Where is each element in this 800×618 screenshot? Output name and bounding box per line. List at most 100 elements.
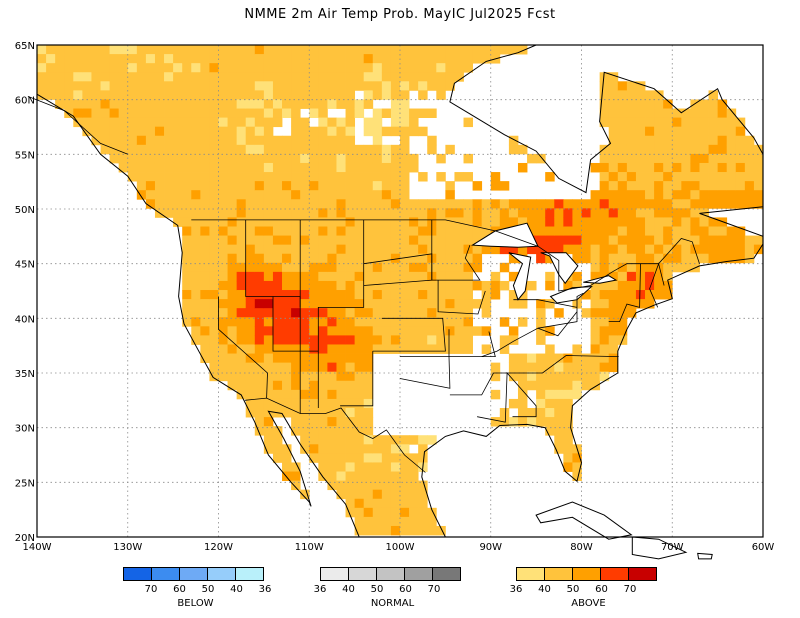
probability-cell <box>672 253 682 264</box>
probability-cell <box>282 280 292 291</box>
probability-cell <box>254 144 265 155</box>
probability-cell <box>209 190 219 200</box>
probability-cell <box>309 190 319 200</box>
probability-cell <box>191 299 201 309</box>
probability-cell <box>726 117 737 128</box>
probability-cell <box>681 153 691 164</box>
probability-cell <box>663 181 673 191</box>
probability-cell <box>554 380 564 391</box>
probability-cell <box>409 63 419 73</box>
political-border <box>437 280 486 315</box>
probability-cell <box>481 45 492 55</box>
probability-cell <box>645 153 655 164</box>
probability-cell <box>327 344 337 354</box>
probability-cell <box>345 81 356 91</box>
probability-cell <box>672 199 682 209</box>
probability-cell <box>626 81 637 91</box>
probability-cell <box>300 408 310 418</box>
probability-cell <box>617 90 628 100</box>
probability-cell <box>200 117 210 128</box>
probability-cell <box>354 290 365 300</box>
probability-cell <box>654 280 664 291</box>
probability-cell <box>608 126 619 137</box>
probability-cell <box>164 99 174 109</box>
political-border <box>449 355 619 396</box>
probability-cell <box>463 299 473 309</box>
probability-cell <box>218 81 228 91</box>
legend-below-swatch <box>235 567 264 581</box>
probability-cell <box>626 126 637 137</box>
probability-cell <box>318 308 328 318</box>
probability-cell <box>91 63 101 73</box>
probability-cell <box>726 235 737 246</box>
probability-cell <box>699 135 709 146</box>
probability-cell <box>372 462 383 472</box>
probability-cell <box>182 72 192 82</box>
probability-cell <box>436 290 446 300</box>
probability-cell <box>436 525 446 536</box>
probability-cell <box>409 507 419 518</box>
probability-cell <box>481 208 492 218</box>
probability-cell <box>645 190 655 200</box>
lat-tick-label: 60N <box>15 96 35 107</box>
probability-cell <box>418 344 428 354</box>
probability-cell <box>381 72 392 82</box>
probability-cell <box>381 162 392 173</box>
probability-cell <box>436 299 446 309</box>
probability-cell <box>608 335 619 345</box>
legend-below-label: 70 <box>144 584 158 595</box>
probability-cell <box>182 90 192 100</box>
probability-cell <box>182 253 192 264</box>
probability-cell <box>400 172 410 182</box>
probability-cell <box>363 190 374 200</box>
probability-cell <box>400 226 410 236</box>
probability-cell <box>318 99 328 109</box>
probability-cell <box>354 426 365 436</box>
probability-cell <box>536 153 546 164</box>
probability-cell <box>191 153 201 164</box>
probability-cell <box>572 244 582 255</box>
probability-cell <box>327 435 337 445</box>
probability-cell <box>517 380 528 391</box>
probability-cell <box>427 344 437 354</box>
probability-cell <box>263 262 274 273</box>
probability-cell <box>608 326 619 336</box>
probability-cell <box>200 353 210 364</box>
probability-cell <box>191 90 201 100</box>
probability-cell <box>354 516 365 527</box>
probability-cell <box>617 271 628 282</box>
probability-cell <box>436 172 446 182</box>
probability-cell <box>209 326 219 336</box>
probability-cell <box>663 144 673 155</box>
probability-cell <box>572 453 582 463</box>
probability-cell <box>318 208 328 218</box>
probability-cell <box>354 144 365 155</box>
probability-cell <box>272 181 283 191</box>
probability-cell <box>282 45 292 55</box>
probability-cell <box>445 72 455 82</box>
probability-cell <box>100 144 110 155</box>
probability-cell <box>363 262 374 273</box>
probability-cell <box>272 299 283 309</box>
probability-cell <box>445 54 455 64</box>
probability-cell <box>390 208 401 218</box>
legend-above-swatch <box>544 567 573 581</box>
probability-cell <box>463 199 473 209</box>
probability-cell <box>390 235 401 246</box>
probability-cell <box>236 45 247 55</box>
probability-cell <box>118 126 129 137</box>
political-border <box>340 351 374 407</box>
probability-cell <box>599 172 610 182</box>
probability-cell <box>272 99 283 109</box>
probability-cell <box>282 344 292 354</box>
probability-cell <box>272 308 283 318</box>
probability-cell <box>463 280 473 291</box>
probability-cell <box>363 362 374 373</box>
legend-above: 36 40 50 60 70 ABOVE <box>510 567 661 609</box>
probability-cell <box>336 398 346 409</box>
probability-cell <box>236 371 247 382</box>
probability-cell <box>599 90 610 100</box>
probability-cell <box>527 226 537 236</box>
probability-cell <box>318 371 328 382</box>
probability-cell <box>182 290 192 300</box>
